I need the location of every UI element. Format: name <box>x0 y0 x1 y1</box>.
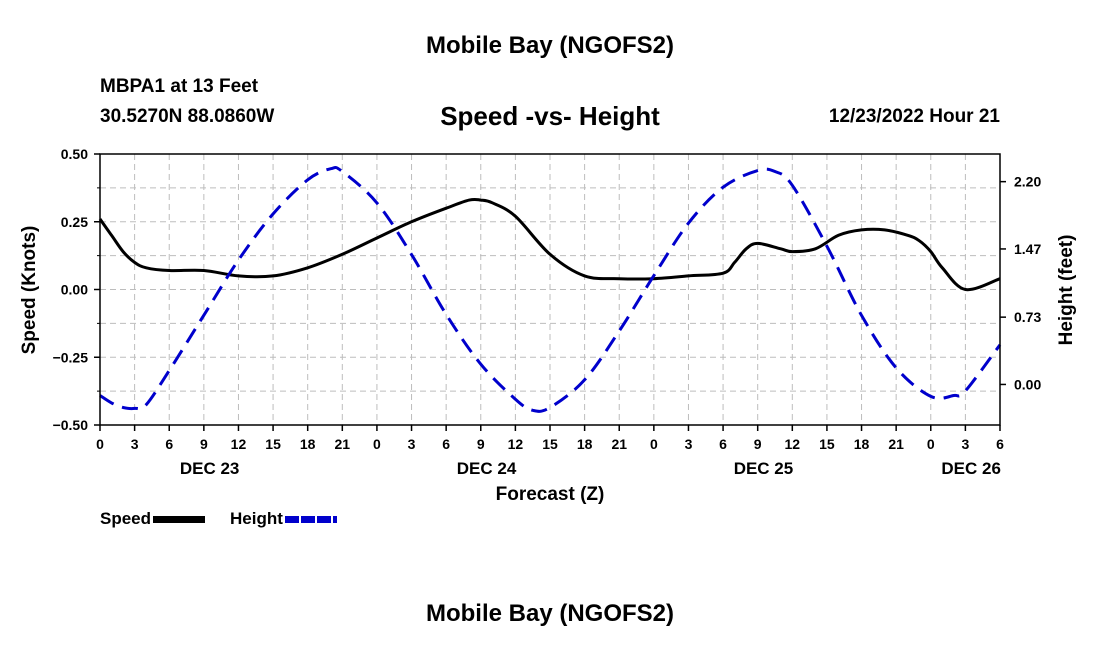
legend-swatch-height <box>284 515 337 523</box>
y-left-tick-label: 0.25 <box>61 214 88 230</box>
y-right-tick-label: 2.20 <box>1014 174 1041 190</box>
y-left-tick-label: 0.00 <box>61 282 88 298</box>
x-tick-label: 9 <box>477 436 485 452</box>
y-left-tick-label: −0.25 <box>53 349 89 365</box>
x-date-label: DEC 26 <box>941 459 1001 478</box>
series-line-speed <box>98 197 1001 292</box>
x-tick-label: 3 <box>408 436 416 452</box>
x-date-label: DEC 23 <box>180 459 240 478</box>
y-right-tick-label: 0.00 <box>1014 376 1041 392</box>
x-tick-label: 3 <box>685 436 693 452</box>
x-tick-label: 12 <box>231 436 247 452</box>
y-left-tick-label: −0.50 <box>53 417 89 433</box>
x-tick-label: 12 <box>508 436 524 452</box>
x-tick-label: 21 <box>335 436 351 452</box>
x-tick-label: 15 <box>265 436 281 452</box>
chart-subtitle: Speed -vs- Height <box>440 101 660 131</box>
x-tick-label: 18 <box>300 436 316 452</box>
x-tick-label: 15 <box>542 436 558 452</box>
station-label: MBPA1 at 13 Feet <box>100 76 259 97</box>
x-axis-label: Forecast (Z) <box>496 484 605 505</box>
x-tick-label: 3 <box>961 436 969 452</box>
x-tick-label: 21 <box>611 436 627 452</box>
x-tick-label: 6 <box>996 436 1004 452</box>
x-tick-label: 18 <box>577 436 593 452</box>
x-tick-label: 6 <box>165 436 173 452</box>
x-tick-label: 6 <box>442 436 450 452</box>
grid-lines <box>100 153 1000 425</box>
x-tick-label: 9 <box>754 436 762 452</box>
legend-label-height: Height <box>230 509 283 528</box>
y-right-tick-label: 0.73 <box>1014 309 1041 325</box>
legend-item-height: Height <box>230 509 337 529</box>
y-left-tick-label: 0.50 <box>61 146 88 162</box>
page-title: Mobile Bay (NGOFS2) <box>425 32 675 59</box>
x-tick-label: 0 <box>373 436 381 452</box>
axes-layer: −0.50 −0.25 0.00 0.25 0.50 0.00 0.73 1.47 2.20 0 3… <box>53 146 1042 478</box>
y-right-tick-label: 1.47 <box>1014 241 1041 257</box>
x-tick-label: 0 <box>927 436 935 452</box>
series-layer <box>98 165 1002 413</box>
x-tick-label: 0 <box>650 436 658 452</box>
footer-title: Mobile Bay (NGOFS2) <box>425 600 675 627</box>
x-tick-label: 6 <box>719 436 727 452</box>
y-axis-label-left: Speed (Knots) <box>19 226 40 355</box>
legend-item-speed: Speed <box>100 509 206 529</box>
station-coordinates: 30.5270N 88.0860W <box>100 106 275 127</box>
x-tick-label: 9 <box>200 436 208 452</box>
legend-swatch-speed <box>153 515 206 523</box>
x-date-label: DEC 25 <box>734 459 794 478</box>
x-tick-label: 12 <box>785 436 801 452</box>
x-tick-label: 21 <box>888 436 904 452</box>
x-tick-label: 0 <box>96 436 104 452</box>
forecast-timestamp: 12/23/2022 Hour 21 <box>828 106 1000 127</box>
x-tick-label: 15 <box>819 436 835 452</box>
x-tick-label: 18 <box>854 436 870 452</box>
legend-label-speed: Speed <box>100 509 152 528</box>
y-axis-label-right: Height (feet) <box>1056 235 1077 346</box>
x-tick-label: 3 <box>131 436 139 452</box>
x-date-label: DEC 24 <box>457 459 517 478</box>
series-line-height <box>99 165 1002 413</box>
